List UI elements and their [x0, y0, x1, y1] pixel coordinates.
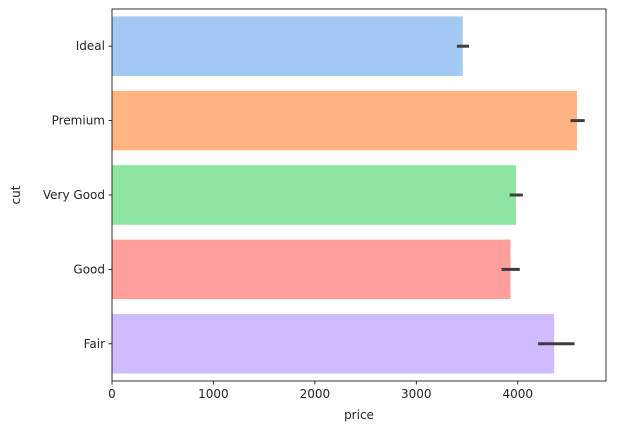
bars-group: [112, 16, 577, 374]
error-bars-group: [456, 44, 585, 346]
y-tick-label: Fair: [84, 337, 105, 351]
y-axis-label: cut: [9, 185, 23, 204]
bar-premium: [112, 90, 577, 151]
x-tick-label: 1000: [198, 387, 229, 401]
bar-very-good: [112, 165, 516, 225]
x-axis-label: price: [344, 408, 374, 422]
x-axis-ticks: 0 1000 2000 3000 4000: [108, 381, 533, 401]
x-tick-label: 4000: [502, 387, 533, 401]
bar-good: [112, 239, 511, 300]
y-axis-ticks: Ideal Premium Very Good Good Fair: [43, 39, 112, 351]
y-tick-label: Premium: [52, 114, 105, 128]
y-tick-label: Good: [73, 262, 105, 276]
y-tick-label: Very Good: [43, 188, 105, 202]
bar-ideal: [112, 16, 463, 76]
bar-fair: [112, 314, 555, 374]
x-tick-label: 3000: [401, 387, 432, 401]
x-tick-label: 2000: [300, 387, 331, 401]
y-tick-label: Ideal: [76, 39, 105, 53]
plot-frame: [111, 8, 607, 382]
x-tick-label: 0: [108, 387, 116, 401]
